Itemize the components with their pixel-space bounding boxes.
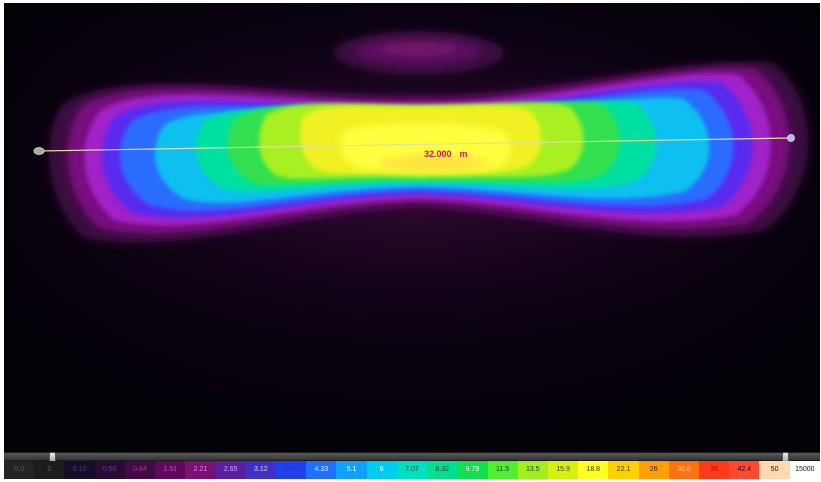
light-distribution	[48, 61, 809, 244]
color-scale-cell: 3.66	[275, 461, 307, 479]
color-scale-cell: 0.10	[64, 461, 95, 479]
measure-end-handle[interactable]	[787, 134, 795, 142]
color-scale-cell: 15.9	[547, 461, 579, 479]
upper-lobe	[334, 31, 504, 75]
color-scale-cell: 0.0	[4, 461, 35, 479]
color-scale-cell: 8.32	[427, 461, 458, 479]
color-scale-cell: 3.12	[245, 461, 276, 479]
color-scale-cell: 0.84	[124, 461, 156, 479]
color-scale-cell: 6	[366, 461, 397, 479]
color-scale-cell: 13.5	[517, 461, 548, 479]
color-scale-cells: 0.0 0 0.10 0.50 0.84 1.51 2.21 2.65 3.12 3.66 4.33…	[4, 461, 820, 479]
heatmap-viewport[interactable]: 32.000 m	[4, 3, 820, 452]
color-scale-cell: 0	[34, 461, 65, 479]
color-scale-cell: 30.6	[668, 461, 700, 479]
isolux-heatmap	[4, 3, 820, 353]
measurement-unit: m	[459, 149, 468, 159]
color-scale-cell: 1.51	[155, 461, 186, 479]
color-scale-cell: 11.5	[487, 461, 518, 479]
color-scale-cell: 26	[638, 461, 669, 479]
measurement-tool[interactable]	[33, 134, 795, 155]
color-scale-cell: 4.33	[306, 461, 337, 479]
color-scale-cell: 50	[759, 461, 790, 479]
color-scale-cell: 36	[699, 461, 730, 479]
color-scale-cell: 9.79	[457, 461, 488, 479]
color-scale-cell: 0.50	[94, 461, 125, 479]
color-scale-cell: 42.4	[729, 461, 760, 479]
measurement-line[interactable]	[38, 137, 792, 152]
color-scale-cell: 18.8	[578, 461, 609, 479]
color-scale-cell: 2.65	[215, 461, 246, 479]
color-scale-cell: 2.21	[185, 461, 216, 479]
measurement-value: 32.000	[424, 149, 452, 159]
color-scale-legend: 0.0 0 0.10 0.50 0.84 1.51 2.21 2.65 3.12 3.66 4.33…	[4, 452, 820, 479]
measurement-readout: 32.000 m	[424, 149, 468, 159]
color-scale-cell: 7.07	[396, 461, 428, 479]
measure-start-handle[interactable]	[33, 147, 45, 155]
range-slider-track[interactable]	[4, 453, 820, 460]
color-scale-cell: 15000	[789, 461, 820, 479]
color-scale-cell: 22.1	[608, 461, 639, 479]
color-scale-cell: 5.1	[336, 461, 367, 479]
